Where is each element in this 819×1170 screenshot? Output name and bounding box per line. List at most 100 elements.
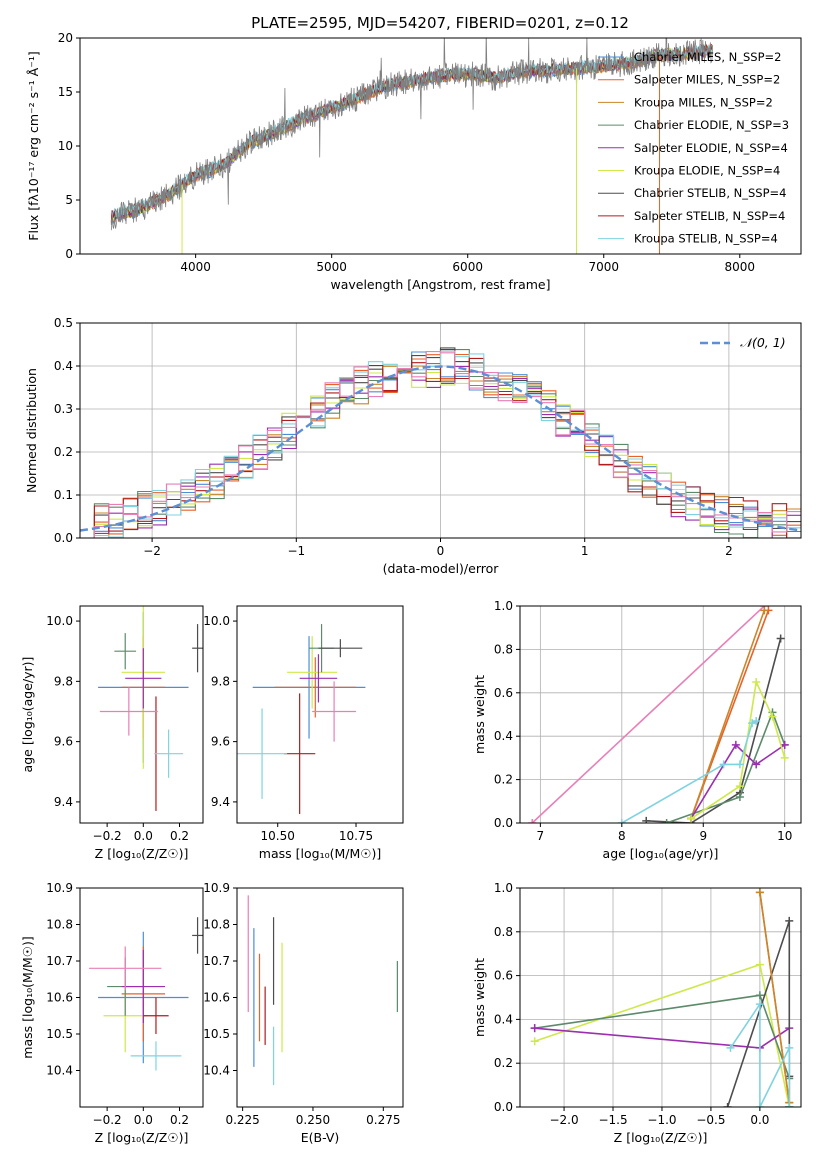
y-tick-label: 0.4 — [494, 1012, 513, 1026]
x-tick-label: 0.0 — [134, 829, 153, 843]
y-tick-label: 0.2 — [54, 445, 73, 459]
plot-frame — [79, 605, 204, 824]
x-tick-label: −1 — [287, 544, 305, 558]
x-tick-label: −1.5 — [598, 1113, 627, 1127]
histogram-step — [80, 350, 801, 538]
y-tick-label: 0.8 — [494, 642, 513, 656]
plot-area — [110, 38, 713, 254]
model-spectrum-line — [110, 44, 713, 223]
weight-point-marker — [687, 814, 696, 823]
weight-point-marker — [735, 760, 744, 769]
y-tick-label: 0.0 — [494, 816, 513, 830]
weight-point-marker — [642, 816, 651, 823]
x-tick-label: 7 — [537, 829, 545, 843]
x-axis-label: Z [log₁₀(Z/Z☉)] — [95, 1130, 189, 1145]
y-tick-label: 10.4 — [46, 1064, 73, 1078]
plot-frame — [236, 605, 404, 824]
x-tick-label: −1.0 — [647, 1113, 676, 1127]
y-tick-label: 10.9 — [203, 881, 230, 895]
x-tick-label: 8000 — [725, 260, 756, 274]
weight-point-marker — [662, 819, 671, 823]
weight-series-line — [690, 610, 766, 819]
weight-point-marker — [755, 960, 764, 969]
x-axis-label: age [log₁₀(age/yr)] — [603, 846, 719, 861]
weight-point-marker — [755, 991, 764, 1000]
weight-point-marker — [755, 888, 764, 897]
y-tick-label: 0.8 — [494, 925, 513, 939]
model-spectrum-line — [110, 44, 713, 221]
weight-point-marker — [731, 740, 740, 749]
y-axis-label: mass [log₁₀(M/M☉)] — [20, 936, 35, 1058]
weight-point-marker — [785, 916, 794, 925]
figure-title: PLATE=2595, MJD=54207, FIBERID=0201, z=0… — [251, 14, 629, 32]
y-tick-label: 0.4 — [54, 359, 73, 373]
legend-label: Salpeter STELIB, N_SSP=4 — [634, 209, 785, 223]
x-tick-label: 1 — [581, 544, 589, 558]
legend-label: Salpeter ELODIE, N_SSP=4 — [634, 141, 788, 155]
y-tick-label: 5 — [65, 193, 73, 207]
x-tick-label: −0.2 — [93, 829, 122, 843]
y-tick-label: 10.7 — [203, 954, 230, 968]
legend-label: Chabrier MILES, N_SSP=2 — [634, 50, 781, 64]
y-tick-label: 10.6 — [46, 991, 73, 1005]
weight-point-marker — [719, 760, 728, 769]
histogram-step — [80, 351, 801, 538]
weight-series-line — [729, 1001, 791, 1107]
x-tick-label: 9 — [699, 829, 707, 843]
legend-label: Kroupa MILES, N_SSP=2 — [634, 95, 773, 109]
y-tick-label: 9.8 — [54, 674, 73, 688]
y-tick-label: 10.4 — [203, 1064, 230, 1078]
y-tick-label: 9.4 — [211, 795, 230, 809]
weight-point-marker — [617, 819, 626, 823]
weight-point-marker — [752, 760, 761, 769]
x-tick-label: −2.0 — [549, 1113, 578, 1127]
y-tick-label: 15 — [58, 85, 73, 99]
y-tick-label: 9.4 — [54, 795, 73, 809]
weight-point-marker — [726, 1043, 735, 1052]
x-tick-label: 7000 — [588, 260, 619, 274]
x-tick-label: 10 — [777, 829, 792, 843]
y-tick-label: 10.8 — [203, 918, 230, 932]
x-tick-label: −0.2 — [93, 1113, 122, 1127]
plot-frame — [519, 605, 802, 824]
plot-frame — [236, 887, 404, 1108]
y-tick-label: 10.5 — [46, 1027, 73, 1041]
y-tick-label: 0.6 — [494, 969, 513, 983]
observed-spectrum-line — [110, 38, 713, 231]
x-axis-label: Z [log₁₀(Z/Z☉)] — [95, 846, 189, 861]
plot-frame — [519, 887, 802, 1108]
y-tick-label: 9.8 — [211, 674, 230, 688]
x-tick-label: 6000 — [452, 260, 483, 274]
x-axis-label: Z [log₁₀(Z/Z☉)] — [614, 1130, 708, 1145]
weight-point-marker — [780, 740, 789, 749]
weight-point-marker — [785, 1043, 794, 1052]
x-tick-label: 4000 — [180, 260, 211, 274]
model-spectrum-line — [110, 44, 713, 223]
y-tick-label: 10.0 — [203, 614, 230, 628]
x-tick-label: 0.2 — [170, 829, 189, 843]
x-tick-label: 0.0 — [134, 1113, 153, 1127]
weight-point-marker — [528, 819, 537, 823]
spectrum-panel: 4000 5000 6000 7000 8000 0 5 10 15 20 wavelength [… — [26, 31, 802, 292]
weight-point-marker — [776, 634, 785, 643]
weight-series-line — [646, 638, 782, 823]
weight-series-line — [690, 743, 786, 820]
legend-label: Kroupa ELODIE, N_SSP=4 — [634, 164, 780, 178]
y-tick-label: 10.5 — [203, 1027, 230, 1041]
legend-label: Kroupa STELIB, N_SSP=4 — [634, 232, 778, 246]
x-tick-label: 5000 — [316, 260, 347, 274]
y-tick-label: 10.0 — [46, 614, 73, 628]
mass-weight-vs-z-panel: −2.0 −1.5 −1.0 −0.5 0.0 0.0 0.2 0.4 0.6 0.8 1.0 Z [… — [472, 881, 802, 1145]
mass-weight-vs-age-panel: 7 8 9 10 0.0 0.2 0.4 0.6 0.8 1.0 age [log₁₀(age/yr… — [472, 599, 802, 861]
x-tick-label: 10.50 — [261, 829, 295, 843]
plot-area — [530, 888, 794, 1107]
y-axis-label: age [log₁₀(age/yr)] — [20, 657, 35, 773]
x-tick-label: 0.0 — [750, 1113, 769, 1127]
weight-point-marker — [735, 792, 744, 801]
y-axis-label: mass weight — [472, 958, 487, 1037]
residuals-panel: −2 −1 0 1 2 0.0 0.1 0.2 0.3 0.4 0.5 (data-model)/er… — [24, 316, 802, 576]
y-tick-label: 0.4 — [494, 729, 513, 743]
weight-point-marker — [768, 712, 777, 721]
y-tick-label: 20 — [58, 31, 73, 45]
